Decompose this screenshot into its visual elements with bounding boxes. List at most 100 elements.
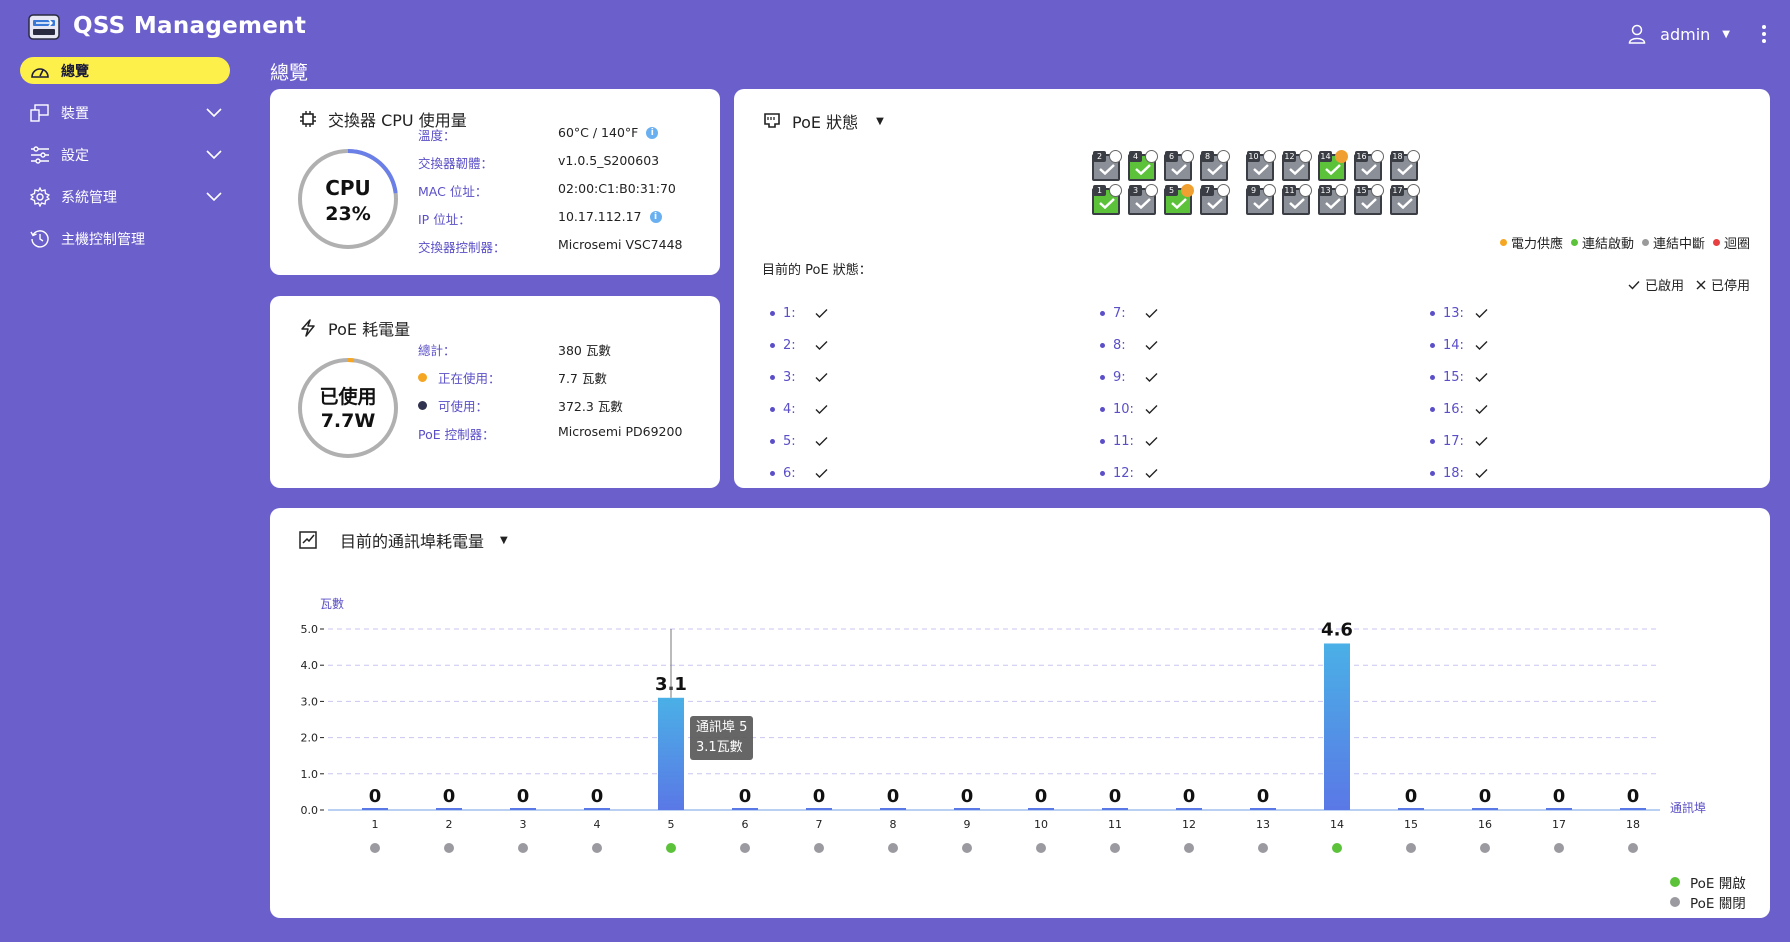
poe-ring-value: 7.7W xyxy=(320,410,376,432)
chevron-down-icon[interactable] xyxy=(206,106,222,118)
switch-port[interactable]: 5 xyxy=(1164,184,1194,215)
sidebar-item-devices[interactable]: 裝置 xyxy=(20,92,230,134)
port-status-label: 6: xyxy=(783,466,796,481)
y-tick-label: 3.0 xyxy=(301,695,319,708)
bar[interactable] xyxy=(1472,808,1498,810)
bar[interactable] xyxy=(1324,643,1350,810)
info-key-text: MAC 位址： xyxy=(418,184,488,199)
switch-port[interactable]: 16 xyxy=(1354,150,1384,181)
x-tick-label: 14 xyxy=(1330,818,1344,831)
port-state-legend: 電力供應 連結啟動 連結中斷 迴圈 xyxy=(1492,233,1750,252)
switch-port[interactable]: 9 xyxy=(1246,184,1276,215)
info-key: IP 位址： xyxy=(418,209,471,228)
info-icon[interactable]: i xyxy=(646,126,659,139)
bar[interactable] xyxy=(1102,808,1128,810)
user-menu[interactable]: admin ▼ xyxy=(1628,24,1730,44)
bar[interactable] xyxy=(1620,808,1646,810)
status-bullet xyxy=(1430,439,1435,444)
status-bullet xyxy=(1100,375,1105,380)
port-number: 2 xyxy=(1093,151,1106,162)
info-key: 溫度： xyxy=(418,125,456,144)
port-number: 16 xyxy=(1355,151,1368,162)
status-bullet xyxy=(1100,343,1105,348)
port-status-label: 17: xyxy=(1443,434,1464,449)
bar[interactable] xyxy=(1250,808,1276,810)
enabled-disabled-legend: 已啟用 已停用 xyxy=(1628,275,1750,294)
bar[interactable] xyxy=(362,808,388,810)
cpu-ring-label: CPU xyxy=(325,176,371,200)
info-value: v1.0.5_S200603 xyxy=(558,153,659,168)
bar[interactable] xyxy=(880,808,906,810)
chevron-down-icon[interactable] xyxy=(206,190,222,202)
bar[interactable] xyxy=(806,808,832,810)
switch-port[interactable]: 11 xyxy=(1282,184,1312,215)
x-axis-label: 通訊埠 xyxy=(1670,800,1706,815)
poe-bolt-icon xyxy=(1299,184,1312,197)
status-bullet xyxy=(1100,439,1105,444)
port-status-label: 2: xyxy=(783,338,796,353)
switch-port[interactable]: 3 xyxy=(1128,184,1158,215)
bar[interactable] xyxy=(584,808,610,810)
sidebar-item-host-control[interactable]: 主機控制管理 xyxy=(20,218,230,260)
switch-port[interactable]: 4 xyxy=(1128,150,1158,181)
line-chart-icon xyxy=(298,530,318,550)
bar[interactable] xyxy=(510,808,536,810)
switch-port[interactable]: 6 xyxy=(1164,150,1194,181)
info-value: 60°C / 140°F i xyxy=(558,125,659,140)
port-status-label: 4: xyxy=(783,402,796,417)
poe-bolt-icon xyxy=(1335,184,1348,197)
caret-down-icon: ▼ xyxy=(876,115,884,127)
bar[interactable] xyxy=(1028,808,1054,810)
ring-progress xyxy=(298,149,398,249)
switch-port[interactable]: 2 xyxy=(1092,150,1122,181)
data-label: 0 xyxy=(1035,786,1048,807)
devices-icon xyxy=(30,103,50,123)
more-options-icon[interactable] xyxy=(1760,24,1768,44)
legend-dot xyxy=(1641,239,1649,246)
bar[interactable] xyxy=(732,808,758,810)
info-icon[interactable]: i xyxy=(649,210,662,223)
info-row: 溫度： 60°C / 140°F i xyxy=(418,125,720,153)
switch-port[interactable]: 12 xyxy=(1282,150,1312,181)
bar[interactable] xyxy=(658,697,684,810)
check-icon xyxy=(1145,309,1158,318)
switch-port[interactable]: 17 xyxy=(1390,184,1420,215)
check-icon xyxy=(815,437,828,446)
switch-port[interactable]: 13 xyxy=(1318,184,1348,215)
legend-dot xyxy=(1712,239,1720,246)
port-status-label: 14: xyxy=(1443,338,1464,353)
disabled-label: 已停用 xyxy=(1710,279,1750,294)
switch-port[interactable]: 7 xyxy=(1200,184,1230,215)
bar[interactable] xyxy=(436,808,462,810)
sidebar-item-settings[interactable]: 設定 xyxy=(20,134,230,176)
check-icon xyxy=(1145,437,1158,446)
chart-dropdown[interactable]: 目前的通訊埠耗電量 ▼ xyxy=(298,528,508,552)
check-icon xyxy=(1397,164,1413,175)
port-status-item: 1: xyxy=(770,306,828,321)
port-status-label: 3: xyxy=(783,370,796,385)
switch-port[interactable]: 15 xyxy=(1354,184,1384,215)
bar[interactable] xyxy=(1398,808,1424,810)
sliders-icon xyxy=(30,145,50,165)
poe-status-dropdown[interactable]: PoE 狀態 ▼ xyxy=(762,109,884,133)
switch-port[interactable]: 10 xyxy=(1246,150,1276,181)
sidebar-item-overview[interactable]: 總覽 xyxy=(20,57,230,84)
x-tick-label: 5 xyxy=(668,818,675,831)
switch-port[interactable]: 8 xyxy=(1200,150,1230,181)
tooltip-value: 3.1瓦數 xyxy=(696,740,743,755)
bar[interactable] xyxy=(1176,808,1202,810)
switch-port[interactable]: 1 xyxy=(1092,184,1122,215)
sidebar-item-system[interactable]: 系統管理 xyxy=(20,176,230,218)
poe-bolt-icon xyxy=(1407,184,1420,197)
data-label: 0 xyxy=(887,786,900,807)
port-status-item: 5: xyxy=(770,434,828,449)
x-tick-label: 10 xyxy=(1034,818,1048,831)
switch-port[interactable]: 18 xyxy=(1390,150,1420,181)
switch-port[interactable]: 14 xyxy=(1318,150,1348,181)
bar[interactable] xyxy=(1546,808,1572,810)
bar[interactable] xyxy=(954,808,980,810)
info-row: 正在使用： 7.7 瓦數 xyxy=(418,368,720,396)
data-label: 0 xyxy=(813,786,826,807)
check-icon xyxy=(1289,164,1305,175)
chevron-down-icon[interactable] xyxy=(206,148,222,160)
